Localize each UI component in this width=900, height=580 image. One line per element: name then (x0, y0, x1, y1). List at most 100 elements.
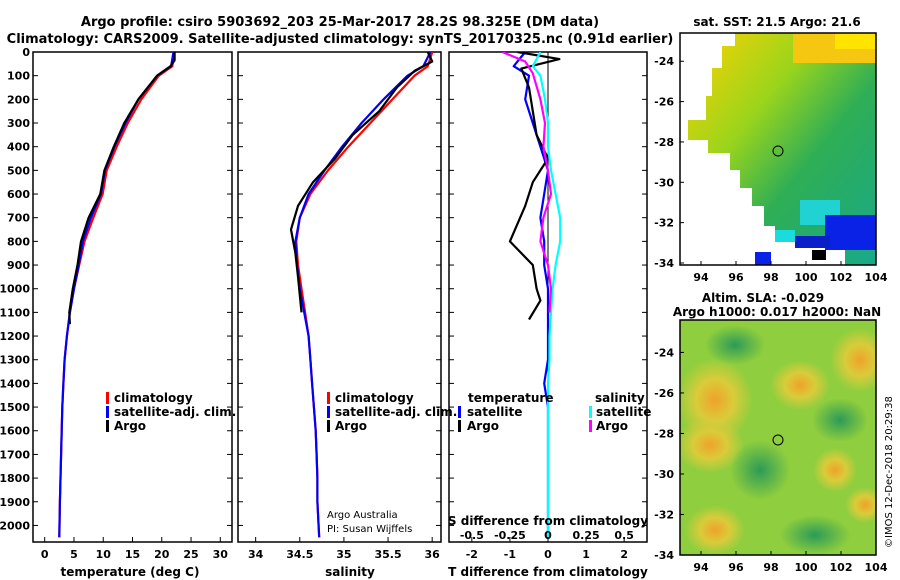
x-tick-label: 34.5 (286, 548, 313, 561)
h-title: Argo h1000: 0.017 h2000: NaN (673, 305, 881, 319)
sla-high-blob (680, 417, 744, 473)
figure-title-line1: Argo profile: csiro 5903692_203 25-Mar-2… (81, 15, 599, 30)
lon-tick-label: 98 (763, 561, 778, 574)
sst-title: sat. SST: 21.5 Argo: 21.6 (693, 15, 860, 29)
x-tick-label: 5 (70, 548, 78, 561)
series-salinity-argo (501, 52, 553, 313)
legend-label-argo: Argo (114, 419, 146, 433)
salinity-panel-frame (237, 51, 442, 543)
lon-tick-label: 94 (693, 561, 709, 574)
legend-label-t-argo: Argo (467, 419, 499, 433)
legend-label-t-satellite: satellite (467, 405, 522, 419)
depth-tick-label: 1200 (0, 330, 30, 343)
sst-map-frame (679, 32, 877, 266)
x-tick-label: 34 (248, 548, 264, 561)
sla-map (680, 320, 876, 555)
x-tick-label: 0 (544, 548, 552, 561)
credit-pi: PI: Susan Wijffels (327, 524, 412, 535)
series-temperature-satellite (512, 52, 550, 538)
series-temperature-argo (508, 52, 561, 321)
depth-tick-label: 1100 (0, 306, 30, 319)
depth-tick-label: 400 (7, 141, 30, 154)
x-tick-label: 35 (336, 548, 351, 561)
legend-label-satellite: satellite-adj. clim. (114, 405, 236, 419)
lat-tick-label: -26 (654, 387, 674, 400)
lat-tick-label: -30 (654, 176, 674, 189)
sst-cold-patch (755, 252, 771, 265)
s-tick-label: -0.5 (460, 529, 484, 542)
s-tick-label: -0.25 (494, 529, 526, 542)
difference-legend: temperature salinity satellite Argo sate… (458, 391, 651, 433)
x-tick-label: 2 (620, 548, 628, 561)
sla-high-blob (770, 360, 830, 410)
sla-high-blob (845, 487, 876, 523)
legend-label-satellite: satellite-adj. clim. (335, 405, 457, 419)
salinity-x-axis: 34 34.5 35 35.5 36 (248, 537, 440, 561)
imos-stamp: ©IMOS 12-Dec-2018 20:29:38 (884, 396, 895, 548)
x-tick-label: 36 (425, 548, 441, 561)
salinity-curves (289, 52, 434, 538)
legend-swatch-argo (106, 420, 109, 432)
lat-tick-label: -26 (654, 96, 674, 109)
depth-tick-label: 700 (7, 212, 30, 225)
depth-tick-label: 1800 (0, 472, 30, 485)
salinity-legend: climatology satellite-adj. clim. Argo (327, 391, 457, 433)
sla-map-frame (679, 319, 877, 556)
lon-tick-label: 94 (693, 271, 709, 284)
temperature-curves (58, 52, 176, 538)
sla-low-blob (780, 515, 850, 555)
sla-high-blob (813, 448, 857, 492)
legend-head-temperature: temperature (468, 391, 553, 405)
depth-tick-label: 1300 (0, 354, 30, 367)
lat-tick-label: -32 (654, 217, 674, 230)
sst-map-axes: 94 96 98 100 102 104 -24 -26 -28 -30 -32 -34 (654, 55, 888, 284)
series-salinity-satellite (531, 52, 562, 538)
legend-swatch-climatology (106, 392, 109, 404)
x-tick-label: 35.5 (374, 548, 401, 561)
legend-label-argo: Argo (335, 419, 367, 433)
lon-tick-label: 98 (763, 271, 778, 284)
depth-tick-label: 2000 (0, 519, 30, 532)
temperature-legend: climatology satellite-adj. clim. Argo (106, 391, 236, 433)
sst-map (679, 32, 877, 266)
sla-low-blob (812, 398, 868, 442)
salinity-x-label: salinity (325, 565, 375, 579)
sla-title: Altim. SLA: -0.029 (702, 291, 824, 305)
series-argo (289, 52, 434, 313)
depth-tick-label: 1000 (0, 283, 30, 296)
lat-tick-label: -32 (654, 508, 674, 521)
s-tick-label: 0.25 (573, 529, 600, 542)
depth-tick-label: 1400 (0, 377, 30, 390)
lat-tick-label: -24 (654, 346, 674, 359)
lat-tick-label: -28 (654, 427, 674, 440)
argo-location-marker (772, 434, 784, 446)
legend-swatch-argo (327, 420, 330, 432)
x-tick-label: -1 (504, 548, 516, 561)
lon-tick-label: 100 (795, 271, 818, 284)
legend-label-s-argo: Argo (596, 419, 628, 433)
credit-text: Argo Australia (327, 510, 398, 521)
depth-tick-label: 1700 (0, 448, 30, 461)
temperature-x-axis: 0 5 10 15 20 25 30 (41, 537, 228, 561)
x-tick-label: 30 (213, 548, 229, 561)
depth-tick-label: 200 (7, 93, 30, 106)
s-diff-label: S difference from climatology (448, 514, 648, 528)
sla-low-blob (730, 440, 790, 500)
legend-label-climatology: climatology (114, 391, 193, 405)
sla-map-axes: 94 96 98 100 102 104 -24 -26 -28 -30 -32 -34 (654, 346, 888, 574)
depth-tick-label: 1500 (0, 401, 30, 414)
sst-cold-patch (795, 236, 830, 248)
series-satellite-adj-clim- (58, 52, 175, 538)
lon-tick-label: 100 (795, 561, 818, 574)
s-tick-label: 0 (544, 529, 552, 542)
difference-curves (501, 52, 562, 538)
legend-swatch-climatology (327, 392, 330, 404)
x-tick-label: 10 (96, 548, 112, 561)
legend-label-s-satellite: satellite (596, 405, 651, 419)
temperature-x-label: temperature (deg C) (61, 565, 200, 579)
lat-tick-label: -28 (654, 136, 674, 149)
series-argo (68, 52, 176, 325)
lat-tick-label: -30 (654, 468, 674, 481)
depth-tick-label: 800 (7, 235, 30, 248)
depth-tick-label: 500 (7, 164, 30, 177)
